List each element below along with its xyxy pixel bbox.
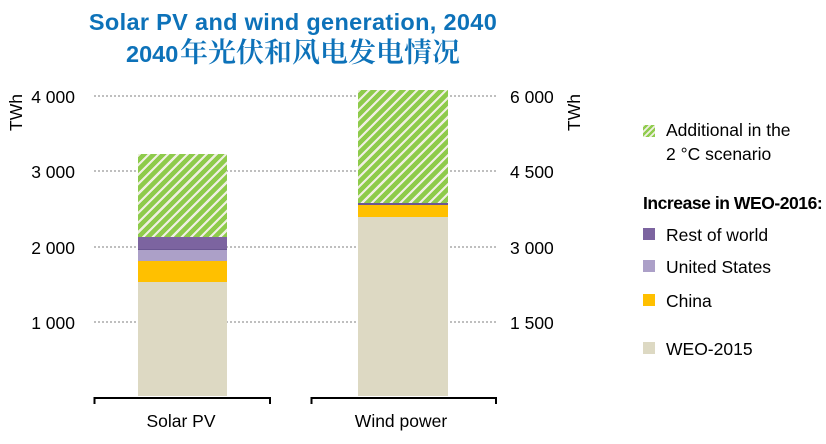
svg-text:2040: 2040 [126,41,178,67]
